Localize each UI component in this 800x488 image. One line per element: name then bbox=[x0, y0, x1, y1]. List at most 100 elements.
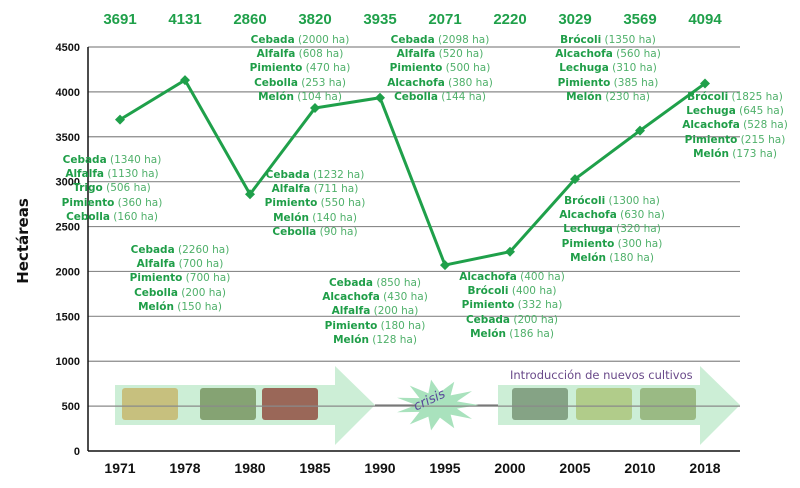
crop-area: (1825 ha) bbox=[728, 91, 783, 103]
crop-name: Pimiento bbox=[129, 272, 183, 285]
crop-area: (500 ha) bbox=[442, 62, 491, 75]
crop-entry: Pimiento (550 ha) bbox=[265, 196, 366, 210]
crop-name: Pimiento bbox=[324, 319, 378, 332]
crop-area: (215 ha) bbox=[737, 133, 786, 146]
annotation-2005b: Brócoli (1300 ha) Alcachofa (630 ha) Lechu… bbox=[559, 194, 665, 265]
crop-area: (520 ha) bbox=[435, 48, 484, 61]
x-tick-label: 1990 bbox=[364, 460, 395, 476]
crop-area: (230 ha) bbox=[601, 90, 650, 103]
crop-area: (104 ha) bbox=[293, 90, 342, 103]
crop-entry: Melón (173 ha) bbox=[682, 147, 788, 161]
crop-area: (1130 ha) bbox=[103, 168, 159, 181]
crop-entry: Cebada (1232 ha) bbox=[265, 168, 366, 182]
crop-entry: Brócoli (1300 ha) bbox=[559, 194, 665, 208]
y-tick-label: 3000 bbox=[56, 177, 80, 189]
annotation-1978: Cebada (2260 ha) Alfalfa (700 ha) Pimiento… bbox=[130, 243, 231, 314]
crop-entry: Alfalfa (608 ha) bbox=[250, 47, 351, 61]
crop-name: Melón bbox=[693, 147, 729, 160]
crop-name: Cebada bbox=[328, 277, 374, 289]
crop-name: Brócoli bbox=[564, 195, 606, 207]
crop-name: Lechuga bbox=[559, 62, 609, 75]
crop-entry: Alfalfa (711 ha) bbox=[265, 182, 366, 196]
crop-name: Alcachofa bbox=[682, 119, 740, 132]
crop-area: (380 ha) bbox=[444, 76, 493, 89]
crop-name: Pimiento bbox=[684, 133, 738, 146]
crop-entry: Melón (180 ha) bbox=[559, 251, 665, 265]
series-line bbox=[119, 78, 706, 267]
crop-name: Alfalfa bbox=[271, 183, 311, 196]
x-tick-label: 1980 bbox=[234, 460, 265, 476]
crop-area: (360 ha) bbox=[114, 196, 163, 209]
data-label: 2071 bbox=[428, 11, 461, 28]
crop-area: (128 ha) bbox=[368, 333, 417, 346]
x-tick-label: 1971 bbox=[104, 460, 135, 476]
crop-entry: Alfalfa (1130 ha) bbox=[62, 167, 163, 181]
y-tick-label: 1000 bbox=[56, 356, 80, 368]
crop-area: (173 ha) bbox=[728, 147, 777, 160]
crop-area: (1350 ha) bbox=[601, 34, 656, 46]
crop-entry: Melón (230 ha) bbox=[555, 90, 661, 104]
crop-entry: Pimiento (500 ha) bbox=[387, 61, 493, 75]
crop-entry: Alcachofa (528 ha) bbox=[682, 118, 788, 132]
crop-entry: Pimiento (360 ha) bbox=[62, 196, 163, 210]
crop-entry: Melón (140 ha) bbox=[265, 211, 366, 225]
crop-name: Pimiento bbox=[461, 299, 515, 312]
annotation-1971: Cebada (1340 ha) Alfalfa (1130 ha) Trigo (… bbox=[62, 153, 163, 224]
data-point bbox=[635, 125, 645, 136]
crop-entry: Pimiento (215 ha) bbox=[682, 133, 788, 147]
crop-area: (140 ha) bbox=[308, 211, 357, 224]
crop-entry: Pimiento (332 ha) bbox=[459, 298, 565, 312]
crop-entry: Cebada (850 ha) bbox=[322, 276, 428, 290]
crop-name: Brócoli bbox=[560, 34, 602, 46]
crop-area: (144 ha) bbox=[437, 90, 486, 103]
data-label: 4094 bbox=[688, 11, 722, 28]
crop-area: (560 ha) bbox=[612, 48, 661, 61]
crop-name: Pimiento bbox=[61, 196, 115, 209]
crop-name: Trigo bbox=[73, 182, 103, 195]
crop-photo bbox=[122, 388, 178, 420]
data-point bbox=[440, 260, 450, 271]
crop-name: Cebolla bbox=[272, 225, 317, 238]
crop-area: (1232 ha) bbox=[309, 169, 365, 181]
y-tick-label: 2000 bbox=[56, 266, 80, 278]
y-tick-label: 2500 bbox=[56, 222, 80, 234]
crop-entry: Alcachofa (400 ha) bbox=[459, 270, 565, 284]
crop-area: (2098 ha) bbox=[434, 34, 490, 46]
crop-entry: Lechuga (320 ha) bbox=[559, 222, 665, 236]
y-tick-label: 4000 bbox=[56, 87, 80, 99]
crop-area: (1300 ha) bbox=[605, 195, 660, 207]
crop-entry: Brócoli (1825 ha) bbox=[682, 90, 788, 104]
crop-name: Cebada bbox=[465, 313, 511, 326]
crop-area: (700 ha) bbox=[175, 258, 224, 271]
data-label: 2860 bbox=[233, 11, 266, 28]
crop-entry: Alcachofa (380 ha) bbox=[387, 76, 493, 90]
y-tick-label: 0 bbox=[74, 446, 80, 458]
crop-area: (150 ha) bbox=[173, 300, 222, 313]
crop-area: (160 ha) bbox=[109, 210, 158, 223]
crop-name: Alfalfa bbox=[136, 258, 176, 271]
crop-entry: Cebolla (144 ha) bbox=[387, 90, 493, 104]
data-label: 3935 bbox=[363, 11, 396, 28]
annotation-1990b: Cebada (850 ha) Alcachofa (430 ha) Alfalfa… bbox=[322, 276, 428, 347]
crop-photo bbox=[576, 388, 632, 420]
crop-area: (300 ha) bbox=[614, 237, 663, 250]
crop-entry: Lechuga (310 ha) bbox=[555, 61, 661, 75]
crop-name: Lechuga bbox=[563, 223, 613, 236]
data-point bbox=[245, 189, 255, 200]
crop-photo bbox=[200, 388, 256, 420]
crop-name: Alfalfa bbox=[256, 48, 296, 61]
crop-name: Melón bbox=[333, 333, 369, 346]
crop-name: Pimiento bbox=[389, 62, 443, 75]
crop-name: Alfalfa bbox=[331, 305, 371, 318]
crop-name: Pimiento bbox=[264, 197, 318, 210]
crop-name: Cebolla bbox=[66, 210, 110, 223]
crop-photo bbox=[262, 388, 318, 420]
crop-area: (630 ha) bbox=[616, 209, 665, 222]
crop-area: (470 ha) bbox=[302, 62, 351, 75]
x-tick-label: 2018 bbox=[689, 460, 720, 476]
data-point bbox=[310, 103, 320, 114]
crop-area: (850 ha) bbox=[373, 277, 422, 289]
annotation-2018: Brócoli (1825 ha) Lechuga (645 ha) Alcacho… bbox=[682, 90, 788, 161]
crop-area: (2000 ha) bbox=[294, 34, 350, 46]
